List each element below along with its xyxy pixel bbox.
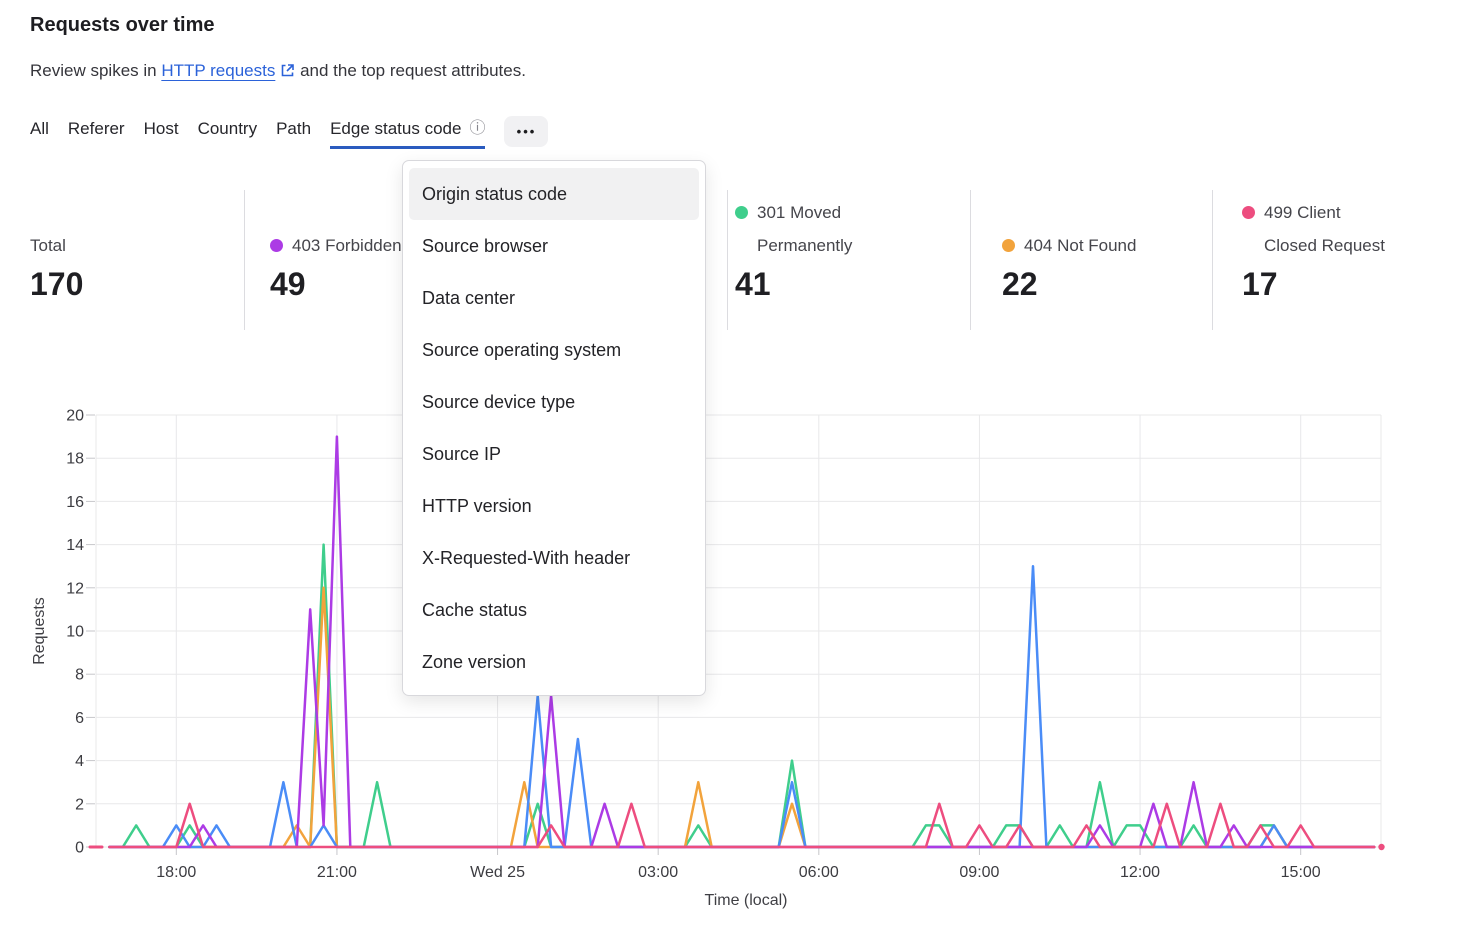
y-tick-label: 6: [75, 710, 84, 727]
legend-dot-icon: [1002, 239, 1015, 252]
x-tick-label: 21:00: [317, 864, 357, 881]
tab-referer[interactable]: Referer: [68, 119, 125, 149]
y-tick-label: 4: [75, 753, 84, 770]
subtitle-text-suffix: and the top request attributes.: [295, 61, 526, 80]
stats-divider: [727, 190, 728, 330]
legend-dot-icon: [1242, 206, 1255, 219]
tab-label: All: [30, 119, 49, 138]
tab-label: Edge status code: [330, 119, 462, 138]
x-tick-label: 15:00: [1281, 864, 1321, 881]
y-tick-label: 14: [66, 537, 84, 554]
menu-item-http-version[interactable]: HTTP version: [422, 495, 532, 516]
menu-item-zone-version[interactable]: Zone version: [422, 651, 527, 672]
external-link-icon: [282, 64, 295, 77]
http-requests-link[interactable]: HTTP requests: [161, 61, 276, 80]
legend-dot-icon: [270, 239, 283, 252]
series-line-403-forbidden: [108, 435, 1376, 849]
stat-label-text: Total: [30, 236, 66, 255]
y-tick-label: 2: [75, 796, 84, 813]
stat-value: 22: [1002, 266, 1038, 302]
tab-country[interactable]: Country: [198, 119, 258, 149]
stat-label: 499 Client Closed Request: [1242, 196, 1385, 262]
series-end-dot: [1378, 843, 1385, 851]
stat-total: Total 170: [30, 190, 83, 304]
stat-403-forbidden: 403 Forbidden 49: [270, 190, 402, 304]
stat-label: 403 Forbidden: [270, 229, 402, 262]
y-tick-label: 20: [66, 408, 84, 425]
menu-item-source-device-type[interactable]: Source device type: [422, 391, 576, 412]
tab-label: Country: [197, 119, 258, 138]
x-tick-label: Wed 25: [470, 864, 525, 881]
stat-label-text: 403 Forbidden: [292, 236, 402, 255]
tab-host[interactable]: Host: [144, 119, 179, 149]
y-tick-label: 8: [75, 667, 84, 684]
info-icon[interactable]: ⓘ: [469, 120, 486, 137]
stat-label: 301 Moved Permanently: [735, 196, 852, 262]
page-title: Requests over time: [30, 14, 215, 36]
stat-value: 170: [30, 266, 84, 302]
subtitle-text: Review spikes in: [30, 61, 162, 80]
tab-path[interactable]: Path: [276, 119, 311, 149]
y-tick-label: 16: [66, 494, 84, 511]
y-tick-label: 18: [66, 451, 84, 468]
stats-divider: [1212, 190, 1213, 330]
y-axis-title: Requests: [31, 597, 48, 665]
stat-label-text: 499 Client Closed Request: [1264, 203, 1385, 255]
menu-item-data-center[interactable]: Data center: [422, 287, 516, 308]
x-axis-title: Time (local): [705, 892, 788, 909]
menu-item-cache-status[interactable]: Cache status: [422, 599, 528, 620]
stat-301-moved: 301 Moved Permanently 41: [735, 190, 852, 304]
tab-label: Path: [276, 119, 312, 138]
stat-value: 17: [1242, 266, 1278, 302]
stats-divider: [970, 190, 971, 330]
stat-499-client: 499 Client Closed Request 17: [1242, 190, 1385, 304]
stat-label: 404 Not Found: [1002, 229, 1136, 262]
menu-item-source-operating-system[interactable]: Source operating system: [422, 339, 622, 360]
tab-label: Referer: [67, 119, 125, 138]
stat-404-not-found: 404 Not Found 22: [1002, 190, 1136, 304]
series-line-499-client: [108, 802, 1376, 849]
legend-dot-icon: [735, 206, 748, 219]
stat-label-text: 301 Moved Permanently: [757, 203, 853, 255]
stat-label: Total: [30, 229, 66, 262]
stats-row: Total 170 403 Forbidden 49 301 Moved Permane…: [0, 0, 1458, 340]
page-subtitle: Review spikes in HTTP requests and the t…: [30, 61, 526, 81]
menu-item-origin-status-code[interactable]: Origin status code: [409, 168, 699, 220]
tab-label: Host: [143, 119, 179, 138]
x-tick-label: 18:00: [156, 864, 196, 881]
x-tick-label: 12:00: [1120, 864, 1160, 881]
attribute-dropdown-menu: Origin status code Source browser Data cen…: [402, 160, 706, 696]
stat-value: 41: [735, 266, 771, 302]
tab-edge-status-code[interactable]: Edge status code ⓘ: [330, 119, 486, 149]
stats-divider: [244, 190, 245, 330]
x-tick-label: 09:00: [959, 864, 999, 881]
x-tick-label: 03:00: [638, 864, 678, 881]
y-tick-label: 12: [66, 580, 84, 597]
menu-item-x-requested-with-header[interactable]: X-Requested-With header: [422, 547, 631, 568]
tab-all[interactable]: All: [30, 119, 49, 149]
attribute-tabs: All Referer Host Country Path Edge status cod…: [30, 116, 549, 149]
stat-label-text: 404 Not Found: [1024, 236, 1137, 255]
stat-value: 49: [270, 266, 306, 302]
more-tabs-button[interactable]: •••: [504, 116, 549, 147]
x-tick-label: 06:00: [799, 864, 839, 881]
menu-item-source-ip[interactable]: Source IP: [422, 443, 502, 464]
menu-item-source-browser[interactable]: Source browser: [422, 235, 549, 256]
ellipsis-icon: •••: [516, 124, 537, 139]
y-tick-label: 0: [75, 840, 84, 857]
y-tick-label: 10: [66, 624, 84, 641]
